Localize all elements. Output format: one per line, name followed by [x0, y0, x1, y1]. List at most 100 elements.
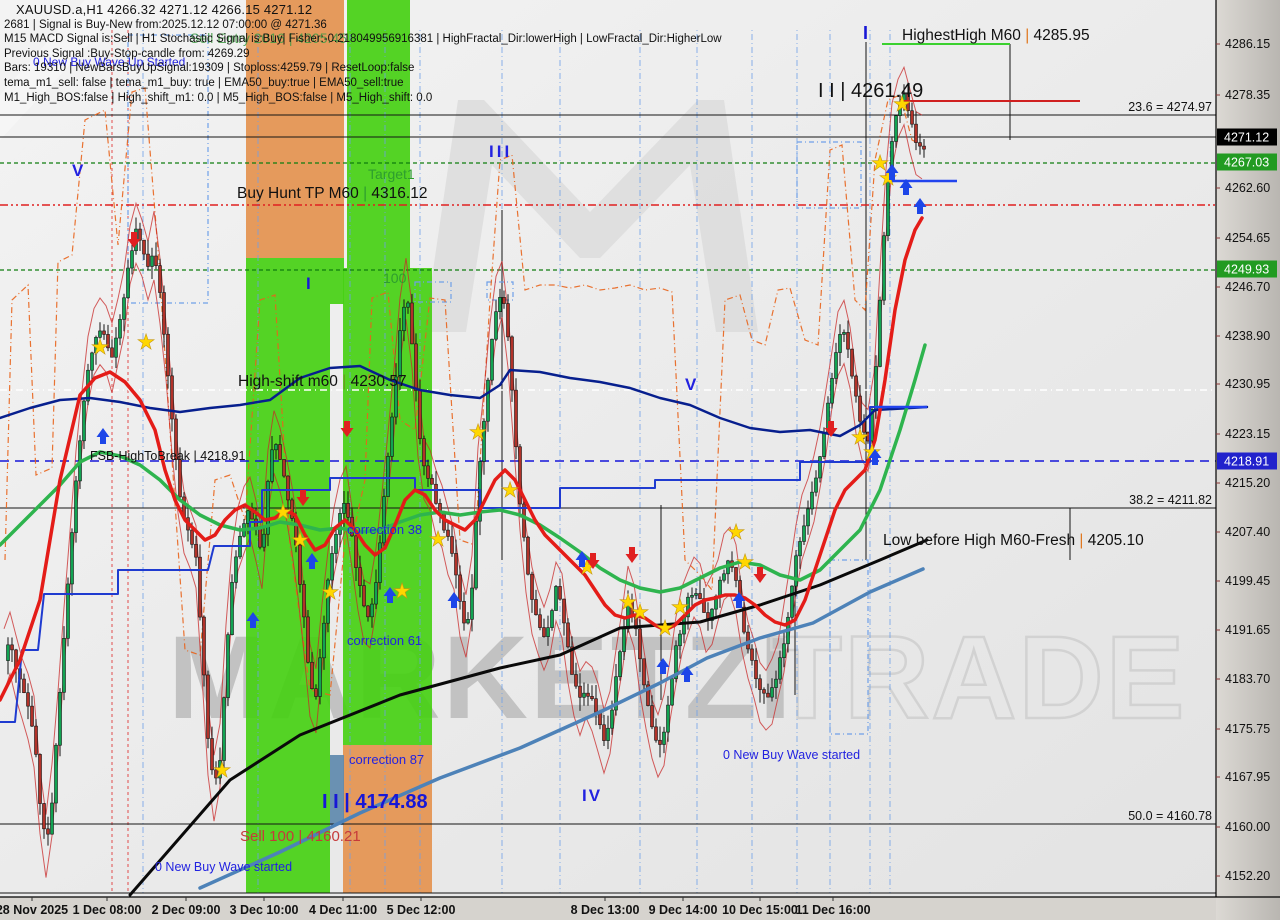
price-tick-label: 4175.75 — [1225, 722, 1270, 736]
sell-arrow-icon — [340, 421, 354, 437]
sell-arrow-icon — [127, 232, 141, 248]
buy-arrow-icon — [656, 658, 670, 674]
sell-arrow-icon — [753, 567, 767, 583]
star-signal-icon: ★ — [213, 759, 232, 782]
time-tick-label: 9 Dec 14:00 — [649, 903, 718, 917]
price-tick-label: 4167.95 — [1225, 770, 1270, 784]
buy-arrow-icon — [96, 428, 110, 444]
buy-arrow-icon — [913, 198, 927, 214]
star-signal-icon: ★ — [429, 528, 448, 551]
buy-arrow-icon — [732, 592, 746, 608]
time-tick-label: 8 Dec 13:00 — [571, 903, 640, 917]
signal-markers-layer: ★ ★★★★★ ★★★★★★★★★★★★★★★★ — [90, 93, 927, 782]
symbol-ohlc-line: XAUUSD.a,H1 4266.32 4271.12 4266.15 4271… — [16, 2, 313, 17]
price-tick-label: 4223.15 — [1225, 427, 1270, 441]
price-axis[interactable]: 4286.15 4278.35 4262.60 4254.65 4246.70 4238.… — [1215, 0, 1280, 920]
low-before-high-label: Low before High M60-Fresh | 4205.10 — [883, 532, 1144, 549]
buy-arrow-icon — [680, 666, 694, 682]
signal-line: 2681 | Signal is Buy-New from:2025.12.12… — [4, 18, 327, 31]
price-tick-label: 4160.00 — [1225, 820, 1270, 834]
hundred-label: 100 — [383, 270, 407, 286]
correction-87-label: correction 87 — [349, 752, 424, 767]
roman-i-2: I — [863, 23, 868, 43]
star-signal-icon: ★ — [274, 501, 293, 524]
bos-shift-line: M1_High_BOS:false | High_shift_m1: 0.0 |… — [4, 91, 433, 104]
sell-entry-overlay: Sell Entry 2016 | 4205.45 — [190, 30, 347, 46]
price-badge-label: 4267.03 — [1224, 156, 1269, 170]
correction-61-label: correction 61 — [347, 633, 422, 648]
time-tick-label: 28 Nov 2025 — [0, 903, 68, 917]
ma-line-green — [0, 343, 927, 594]
buy-arrow-icon — [575, 551, 589, 567]
plot-area[interactable]: ★ ★★★★★ ★★★★★★★★★★★★★★★★Sell Entry 2016 | … — [0, 0, 1216, 897]
star-signal-icon: ★ — [656, 617, 675, 640]
sell-100-label: Sell 100 | 4160.21 — [240, 828, 361, 845]
signal-info-panel: XAUUSD.a,H1 4266.32 4271.12 4266.15 4271… — [4, 2, 722, 105]
buy-arrow-icon — [305, 553, 319, 569]
star-signal-icon: ★ — [736, 551, 755, 574]
star-signal-icon: ★ — [727, 521, 746, 544]
tema-ema-line: tema_m1_sell: false | tema_m1_buy: true … — [4, 76, 404, 89]
sell-arrow-icon — [296, 490, 310, 506]
price-tick-label: 4238.90 — [1225, 329, 1270, 343]
target1-label: Target1 — [368, 166, 415, 182]
roman-v-1: V — [72, 161, 84, 180]
fsb-high-label: FSB-HighToBreak | 4218.91 — [90, 449, 245, 463]
price-badge-label: 4271.12 — [1224, 131, 1269, 145]
annotations-layer: Sell Entry 2016 | 4205.45 0 New Buy Wave … — [33, 23, 1212, 874]
macd-stochastic-line: M15 MACD Signal is:Sell | H1 Stochastic … — [4, 33, 722, 46]
logo-watermark — [424, 100, 758, 332]
time-tick-label: 1 Dec 08:00 — [73, 903, 142, 917]
price-badge-label: 4218.91 — [1224, 455, 1269, 469]
high-shift-label: High-shift m60 | 4230.57 — [238, 373, 407, 390]
star-signal-icon: ★ — [851, 426, 870, 449]
buy-arrow-icon — [447, 592, 461, 608]
fib-500-label: 50.0 = 4160.78 — [1128, 809, 1212, 823]
price-tick-label: 4183.70 — [1225, 672, 1270, 686]
highest-high-label: HighestHigh M60 | 4285.95 — [902, 27, 1090, 44]
buy-arrow-icon — [885, 164, 899, 180]
time-tick-label: 4 Dec 11:00 — [309, 903, 377, 917]
price-tick-label: 4254.65 — [1225, 231, 1270, 245]
star-signal-icon: ★ — [91, 336, 110, 359]
ma-line-steel — [198, 567, 925, 890]
price-tick-label: 4278.35 — [1225, 88, 1270, 102]
price-tick-label: 4230.95 — [1225, 377, 1270, 391]
roman-i-1: I — [306, 274, 311, 293]
watermark-text-light: TRADE — [770, 612, 1186, 744]
wave2-price-label: I I | 4261.49 — [818, 80, 923, 102]
fib-382-label: 38.2 = 4211.82 — [1129, 493, 1212, 507]
time-tick-label: 5 Dec 12:00 — [387, 903, 456, 917]
wave2-low-label: I I | 4174.88 — [322, 791, 428, 813]
price-tick-label: 4246.70 — [1225, 280, 1270, 294]
roman-iii: III — [489, 142, 512, 161]
time-axis[interactable]: 28 Nov 2025 1 Dec 08:00 2 Dec 09:00 3 Dec 1… — [0, 896, 1280, 920]
price-tick-label: 4215.20 — [1225, 476, 1270, 490]
price-tick-label: 4152.20 — [1225, 869, 1270, 883]
time-tick-label: 11 Dec 16:00 — [795, 903, 870, 917]
star-signal-icon: ★ — [871, 152, 890, 175]
buy-hunt-tp-label: Buy Hunt TP M60 | 4316.12 — [237, 185, 427, 202]
star-signal-icon: ★ — [393, 580, 412, 603]
time-tick-label: 3 Dec 10:00 — [230, 903, 299, 917]
ma-line-red — [0, 216, 924, 702]
price-tick-label: 4191.65 — [1225, 623, 1270, 637]
ma-line-royal — [0, 406, 928, 723]
bars-stoploss-line: Bars: 19310 | NewBarsBuyUpSignal:19309 |… — [4, 62, 415, 75]
vertical-lines-layer — [111, 30, 1071, 893]
sell-arrow-icon — [586, 553, 600, 569]
star-signal-icon: ★ — [469, 421, 488, 444]
marker-segments-layer — [875, 43, 1080, 409]
buy-wave-up-overlay: 0 New Buy Wave Up Started — [33, 55, 185, 69]
star-signal-icon: ★ — [501, 479, 520, 502]
candles-layer — [6, 82, 926, 846]
star-signal-icon: ★ — [321, 581, 340, 604]
price-tick-label: 4199.45 — [1225, 574, 1270, 588]
time-tick-label: 2 Dec 09:00 — [152, 903, 221, 917]
time-tick-label: 10 Dec 15:00 — [722, 903, 798, 917]
price-tick-label: 4262.60 — [1225, 181, 1270, 195]
roman-v-2: V — [685, 375, 697, 394]
